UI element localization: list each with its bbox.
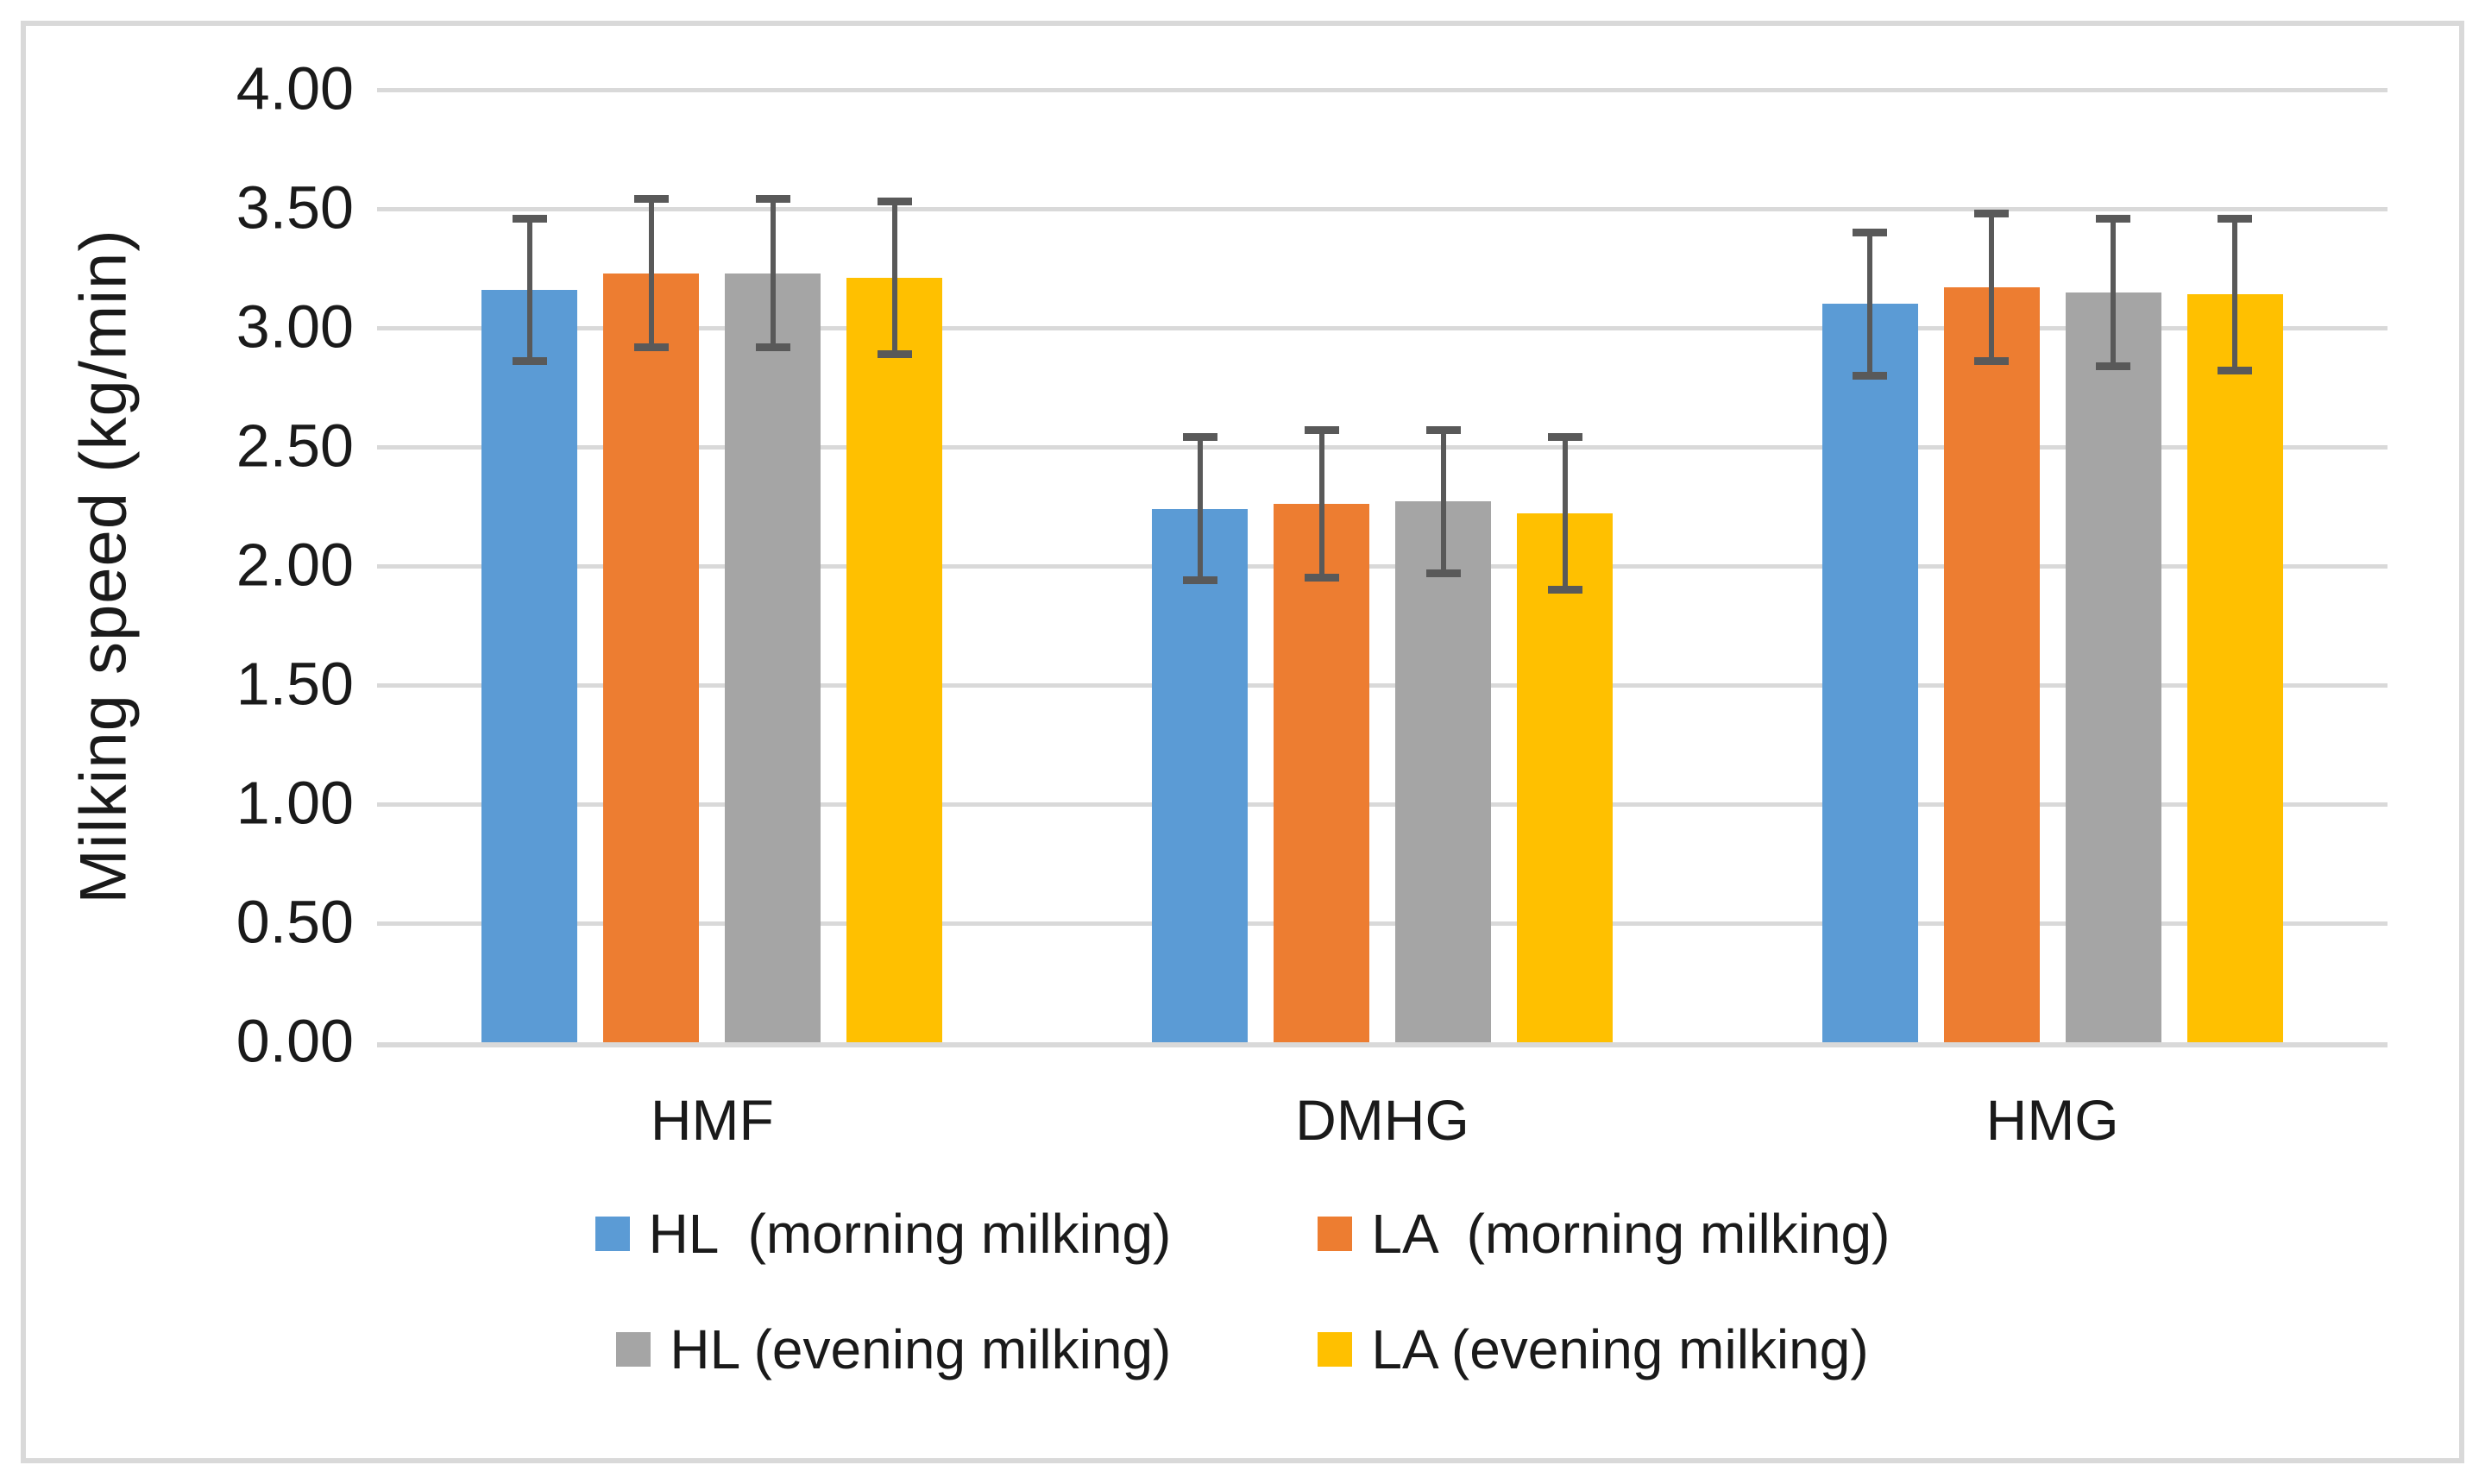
legend-color-swatch bbox=[595, 1217, 630, 1251]
error-bar-line bbox=[1989, 213, 1995, 362]
error-bar-cap bbox=[1304, 426, 1339, 435]
gridline bbox=[377, 802, 2387, 807]
error-bar-line bbox=[1867, 232, 1873, 376]
gridline bbox=[377, 921, 2387, 926]
error-bar-cap bbox=[512, 357, 547, 366]
error-bar-cap bbox=[1182, 433, 1217, 442]
error-bar-cap bbox=[633, 195, 669, 204]
error-bar-cap bbox=[1547, 433, 1582, 442]
error-bar-cap bbox=[2096, 214, 2131, 223]
error-bar-cap bbox=[1974, 357, 2010, 366]
error-bar-line bbox=[648, 198, 654, 348]
error-bar-cap bbox=[633, 343, 669, 351]
gridline bbox=[377, 88, 2387, 92]
error-bar-line bbox=[891, 201, 897, 355]
legend-color-swatch bbox=[616, 1332, 651, 1367]
y-tick-label: 1.00 bbox=[236, 769, 354, 837]
legend-label: HL (morning milking) bbox=[648, 1203, 1172, 1265]
legend-color-swatch bbox=[1318, 1332, 1353, 1367]
bar-dmhg-series1 bbox=[1152, 508, 1248, 1042]
bar-dmhg-series4 bbox=[1517, 513, 1613, 1042]
x-category-label: HMG bbox=[1985, 1088, 2119, 1152]
x-category-label: HMF bbox=[650, 1088, 774, 1152]
y-axis-tick-labels: 0.00 0.50 1.00 1.50 2.00 2.50 3.00 3.50 4.00 bbox=[0, 59, 354, 1072]
gridline bbox=[377, 445, 2387, 450]
gridline bbox=[377, 326, 2387, 330]
error-bar-cap bbox=[1425, 569, 1461, 577]
legend-item: LA (evening milking) bbox=[1318, 1318, 1869, 1380]
legend-label: HL (evening milking) bbox=[670, 1318, 1172, 1380]
legend-label: LA (evening milking) bbox=[1371, 1318, 1869, 1380]
error-bar-line bbox=[2111, 218, 2117, 367]
error-bar-cap bbox=[1425, 426, 1461, 435]
bar-dmhg-series2 bbox=[1274, 504, 1369, 1042]
error-bar-cap bbox=[1853, 371, 1888, 380]
legend: HL (morning milking) LA (morning milking)… bbox=[0, 1206, 2485, 1377]
y-tick-label: 0.50 bbox=[236, 888, 354, 956]
error-bar-line bbox=[1197, 437, 1203, 581]
error-bar-cap bbox=[1304, 574, 1339, 582]
legend-label: LA (morning milking) bbox=[1371, 1203, 1890, 1265]
bar-hmf-series2 bbox=[603, 273, 700, 1042]
error-bar-line bbox=[1440, 430, 1446, 574]
bar-dmhg-series3 bbox=[1395, 501, 1491, 1042]
error-bar-cap bbox=[2096, 362, 2131, 370]
y-tick-label: 3.50 bbox=[236, 173, 354, 242]
y-tick-label: 0.00 bbox=[236, 1007, 354, 1075]
error-bar-cap bbox=[1853, 229, 1888, 237]
bar-hmf-series4 bbox=[846, 278, 943, 1042]
error-bar-cap bbox=[1974, 210, 2010, 218]
error-bar-line bbox=[2232, 218, 2238, 371]
y-tick-label: 3.00 bbox=[236, 292, 354, 361]
error-bar-line bbox=[1318, 430, 1324, 578]
error-bar-line bbox=[1562, 437, 1568, 590]
error-bar-line bbox=[770, 198, 776, 348]
y-tick-label: 2.50 bbox=[236, 412, 354, 480]
error-bar-cap bbox=[1547, 586, 1582, 594]
y-tick-label: 4.00 bbox=[236, 54, 354, 123]
gridline bbox=[377, 564, 2387, 569]
legend-item: HL (evening milking) bbox=[616, 1322, 1171, 1377]
y-tick-label: 2.00 bbox=[236, 531, 354, 599]
legend-row: HL (evening milking) LA (evening milking) bbox=[616, 1318, 1869, 1380]
bar-hmg-series4 bbox=[2186, 294, 2283, 1042]
error-bar-cap bbox=[512, 214, 547, 223]
bar-hmf-series3 bbox=[725, 273, 821, 1042]
legend-row: HL (morning milking) LA (morning milking) bbox=[595, 1206, 1890, 1261]
x-axis-line bbox=[377, 1042, 2387, 1047]
gridline bbox=[377, 683, 2387, 688]
error-bar-line bbox=[526, 218, 532, 362]
x-category-label: DMHG bbox=[1295, 1088, 1469, 1152]
bar-hmg-series1 bbox=[1821, 304, 1918, 1042]
error-bar-cap bbox=[755, 343, 790, 351]
y-tick-label: 1.50 bbox=[236, 650, 354, 718]
legend-item: HL (morning milking) bbox=[595, 1203, 1172, 1265]
bar-hmg-series2 bbox=[1943, 287, 2040, 1042]
error-bar-cap bbox=[1182, 576, 1217, 585]
bar-hmf-series1 bbox=[481, 289, 578, 1042]
error-bar-cap bbox=[877, 198, 912, 206]
legend-color-swatch bbox=[1318, 1217, 1353, 1251]
error-bar-cap bbox=[877, 349, 912, 358]
error-bar-cap bbox=[755, 195, 790, 204]
gridline bbox=[377, 207, 2387, 211]
legend-item: LA (morning milking) bbox=[1318, 1206, 1890, 1261]
error-bar-cap bbox=[2218, 214, 2253, 223]
error-bar-cap bbox=[2218, 367, 2253, 375]
plot-area: HMF DMHG HMG bbox=[377, 88, 2387, 1152]
bar-hmg-series3 bbox=[2065, 292, 2161, 1042]
